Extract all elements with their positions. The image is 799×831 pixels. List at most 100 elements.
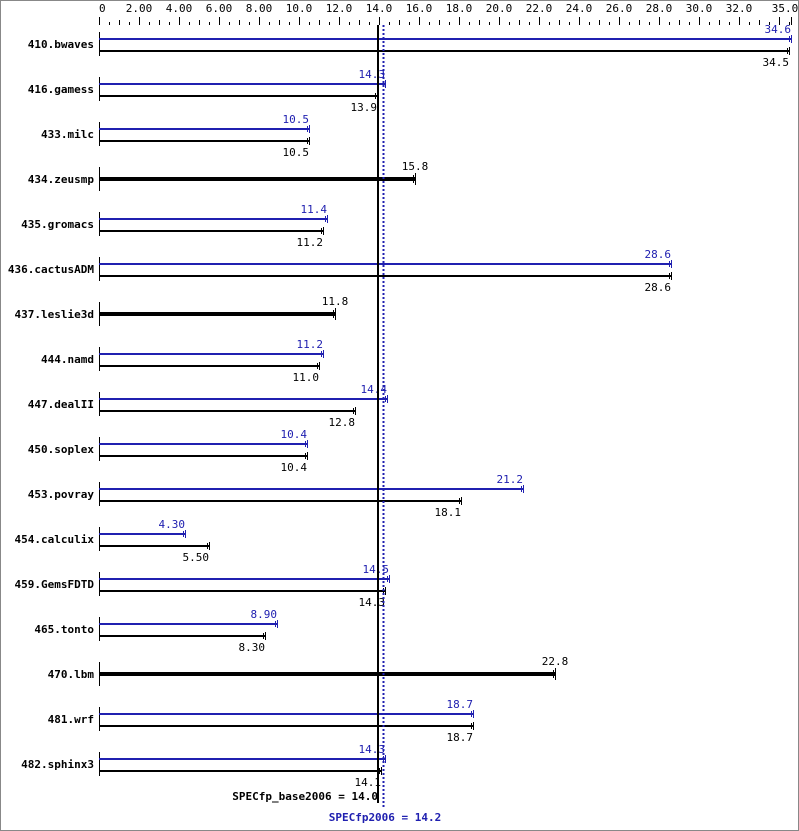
base-value-label: 14.1 <box>355 776 382 789</box>
category-label: 416.gamess <box>28 83 94 96</box>
x-tick-label: 6.00 <box>206 2 233 15</box>
category-label: 435.gromacs <box>21 218 94 231</box>
x-tick-label: 16.0 <box>406 2 433 15</box>
bar-peak <box>99 443 307 445</box>
bar-base <box>99 590 385 592</box>
peak-value-label: 4.30 <box>159 518 186 531</box>
category-label: 447.dealII <box>28 398 94 411</box>
base-value-label: 11.0 <box>293 371 320 384</box>
x-tick-label: 14.0 <box>366 2 393 15</box>
peak-value-label: 34.6 <box>765 23 792 36</box>
category-label: 436.cactusADM <box>8 263 94 276</box>
category-label: 481.wrf <box>48 713 94 726</box>
category-label: 482.sphinx3 <box>21 758 94 771</box>
x-tick-label: 24.0 <box>566 2 593 15</box>
bar-base-peak <box>99 672 555 676</box>
base-value-label: 12.8 <box>329 416 356 429</box>
bar-base <box>99 725 473 727</box>
peak-value-label: 28.6 <box>645 248 672 261</box>
bar-base-peak <box>99 177 415 181</box>
category-label: 470.lbm <box>48 668 95 681</box>
peak-value-label: 21.2 <box>497 473 524 486</box>
base-value-label: 13.9 <box>351 101 378 114</box>
category-label: 433.milc <box>41 128 94 141</box>
bar-base <box>99 230 323 232</box>
bar-peak <box>99 488 523 490</box>
bar-base-peak <box>99 312 335 316</box>
base-value-label: 11.2 <box>297 236 324 249</box>
base-value-label: 10.5 <box>283 146 310 159</box>
bar-base <box>99 770 381 772</box>
x-tick-label: 20.0 <box>486 2 513 15</box>
peak-value-label: 10.5 <box>283 113 310 126</box>
base-value-label: 8.30 <box>239 641 266 654</box>
bar-peak <box>99 533 185 535</box>
bar-value-label: 15.8 <box>402 160 429 173</box>
bar-peak <box>99 263 671 265</box>
bar-base <box>99 545 209 547</box>
x-tick-label: 2.00 <box>126 2 153 15</box>
bar-base <box>99 140 309 142</box>
base-value-label: 18.7 <box>447 731 474 744</box>
x-tick-label: 12.0 <box>326 2 353 15</box>
bar-peak <box>99 398 387 400</box>
base-value-label: 5.50 <box>183 551 210 564</box>
bar-peak <box>99 353 323 355</box>
peak-value-label: 18.7 <box>447 698 474 711</box>
x-tick-label: 28.0 <box>646 2 673 15</box>
bar-value-label: 22.8 <box>542 655 569 668</box>
category-label: 444.namd <box>41 353 94 366</box>
x-tick-label: 4.00 <box>166 2 193 15</box>
x-tick-label: 0 <box>99 2 106 15</box>
category-label: 465.tonto <box>34 623 94 636</box>
x-tick-label: 22.0 <box>526 2 553 15</box>
category-label: 450.soplex <box>28 443 95 456</box>
bar-base <box>99 95 377 97</box>
peak-value-label: 14.3 <box>359 743 386 756</box>
x-tick-label: 18.0 <box>446 2 473 15</box>
base-reference-label: SPECfp_base2006 = 14.0 <box>232 790 378 803</box>
bar-base <box>99 455 307 457</box>
bar-peak <box>99 128 309 130</box>
bar-peak <box>99 38 791 40</box>
bar-base <box>99 275 671 277</box>
x-tick-label: 10.0 <box>286 2 313 15</box>
bar-peak <box>99 758 385 760</box>
category-label: 454.calculix <box>15 533 95 546</box>
x-tick-label: 35.0 <box>772 2 799 15</box>
bar-peak <box>99 623 277 625</box>
x-tick-label: 26.0 <box>606 2 633 15</box>
base-value-label: 28.6 <box>645 281 672 294</box>
bar-base <box>99 635 265 637</box>
bar-base <box>99 365 319 367</box>
bar-base <box>99 410 355 412</box>
bar-value-label: 11.8 <box>322 295 349 308</box>
bar-base <box>99 50 789 52</box>
category-label: 434.zeusmp <box>28 173 95 186</box>
base-value-label: 10.4 <box>281 461 308 474</box>
bar-peak <box>99 578 389 580</box>
bar-peak <box>99 713 473 715</box>
category-label: 410.bwaves <box>28 38 94 51</box>
peak-value-label: 11.4 <box>301 203 328 216</box>
x-tick-label: 32.0 <box>726 2 753 15</box>
peak-value-label: 14.4 <box>361 383 388 396</box>
peak-value-label: 8.90 <box>251 608 278 621</box>
bar-peak <box>99 218 327 220</box>
x-tick-label: 8.00 <box>246 2 273 15</box>
peak-reference-label: SPECfp2006 = 14.2 <box>329 811 442 824</box>
peak-value-label: 11.2 <box>297 338 324 351</box>
peak-value-label: 14.5 <box>363 563 390 576</box>
category-label: 453.povray <box>28 488 95 501</box>
base-value-label: 18.1 <box>435 506 462 519</box>
bar-peak <box>99 83 385 85</box>
x-tick-label: 30.0 <box>686 2 713 15</box>
bar-base <box>99 500 461 502</box>
base-value-label: 34.5 <box>763 56 790 69</box>
peak-value-label: 10.4 <box>281 428 308 441</box>
peak-value-label: 14.3 <box>359 68 386 81</box>
category-label: 459.GemsFDTD <box>15 578 95 591</box>
base-value-label: 14.3 <box>359 596 386 609</box>
